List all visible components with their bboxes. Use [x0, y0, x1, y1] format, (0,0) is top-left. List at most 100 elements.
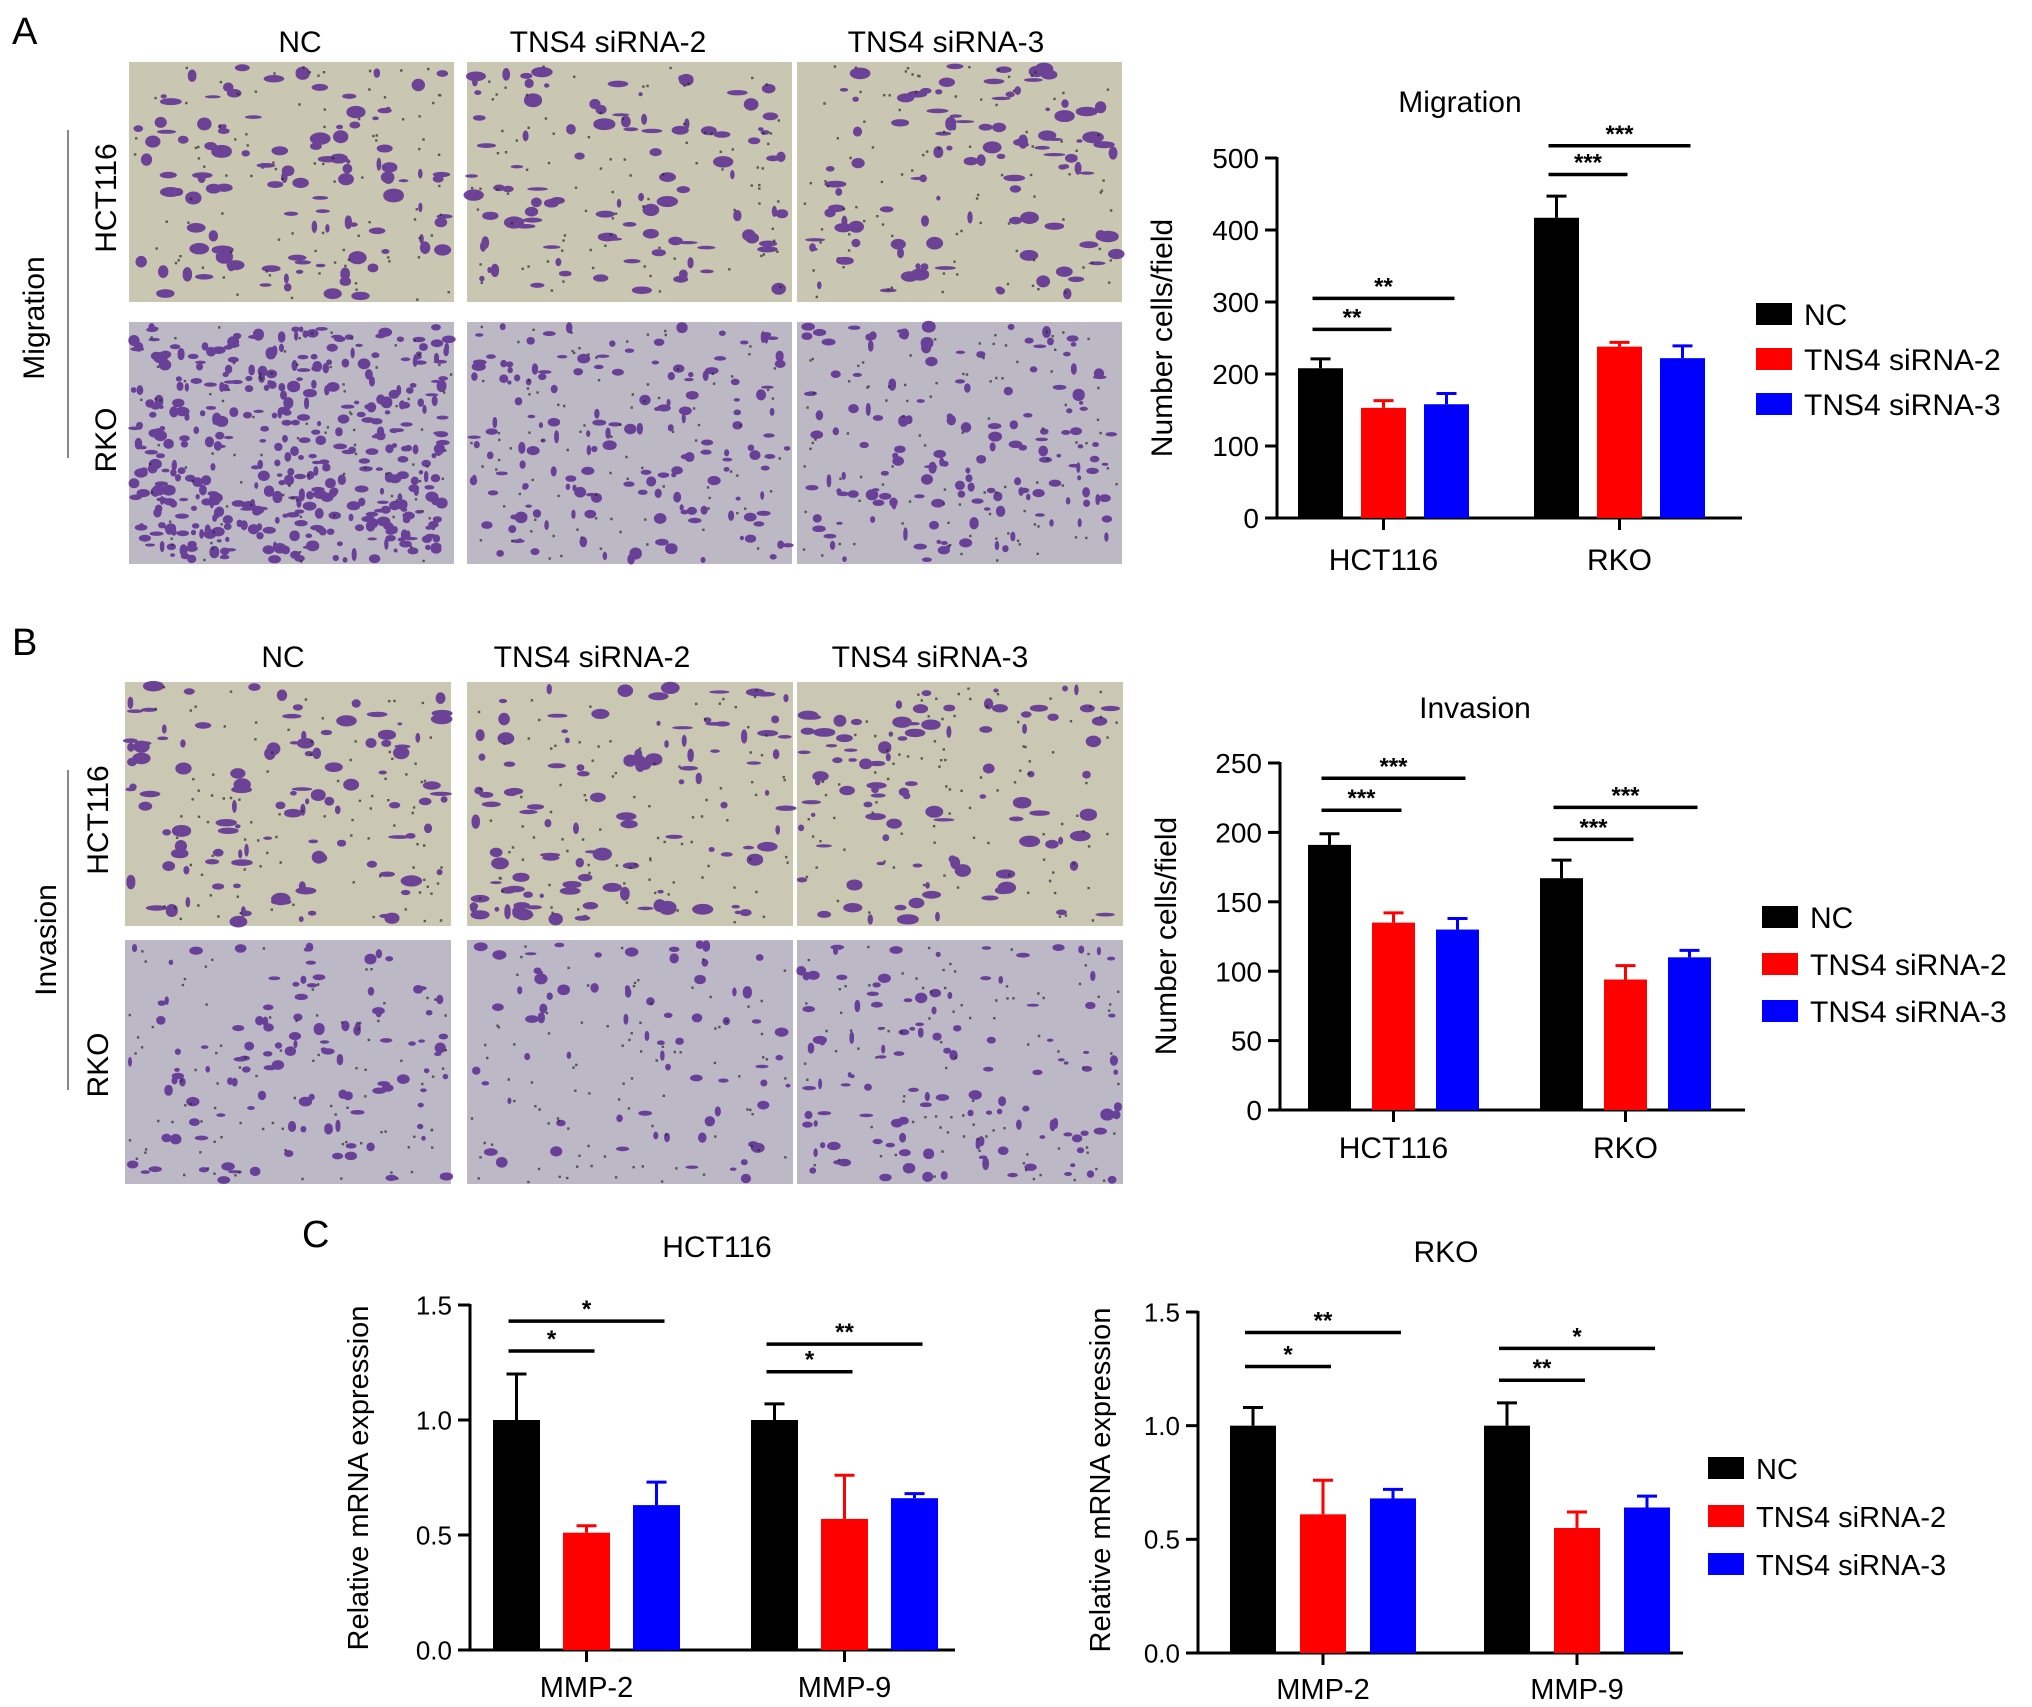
y-axis-label: Number cells/field [1146, 219, 1179, 457]
stained-cells [122, 680, 453, 928]
micrograph-row-label: RKO [90, 407, 123, 472]
y-tick-label: 150 [1215, 887, 1262, 918]
significance-label: ** [1533, 1355, 1552, 1382]
bar [1230, 1425, 1276, 1653]
bar [1436, 929, 1479, 1110]
micrograph-background [125, 682, 451, 926]
micrograph-background [797, 682, 1123, 926]
legend-label: NC [1756, 1454, 1798, 1486]
stained-cells [801, 320, 1117, 562]
micrograph-background [467, 62, 792, 302]
x-tick-label: MMP-9 [1530, 1674, 1623, 1706]
legend-label: TNS4 siRNA-3 [1756, 1550, 1946, 1582]
legend-swatch [1762, 1000, 1798, 1022]
micrograph-row-label: HCT116 [82, 765, 115, 874]
y-tick-label: 0.0 [1144, 1638, 1180, 1668]
legend-swatch [1708, 1457, 1744, 1479]
y-tick-label: 1.0 [1144, 1411, 1180, 1441]
bar [493, 1420, 540, 1650]
bar [1370, 1498, 1416, 1653]
hct116-mrna-chart: HCT116 Relative mRNA expression 0.0 0.5 1.0 1… [343, 1231, 955, 1704]
y-tick-label: 250 [1215, 748, 1262, 779]
micrograph-background [797, 322, 1122, 564]
micrograph-background [797, 62, 1122, 302]
micrograph-assay-label: Migration [18, 256, 51, 379]
micrograph-image [467, 681, 797, 926]
legend-label: TNS4 siRNA-3 [1804, 389, 2001, 422]
legend-swatch [1708, 1505, 1744, 1527]
legend-swatch [1756, 348, 1792, 370]
y-tick-label: 1.0 [416, 1405, 452, 1435]
micrograph-column-label: TNS4 siRNA-2 [494, 641, 691, 674]
y-tick-label: 200 [1215, 817, 1262, 848]
significance-label: *** [1574, 150, 1603, 177]
significance-label: *** [1347, 785, 1376, 812]
significance-label: ** [1314, 1307, 1333, 1334]
micrograph-image [796, 940, 1123, 1184]
y-tick-label: 1.5 [1144, 1297, 1180, 1327]
significance-label: *** [1611, 782, 1640, 809]
membrane-pores [140, 326, 453, 563]
bar [1660, 358, 1705, 518]
legend-swatch [1756, 393, 1792, 415]
micrograph-panel-b: NC TNS4 siRNA-2 TNS4 siRNA-3 Invasion HC… [30, 641, 1123, 1184]
chart-title: Invasion [1419, 692, 1531, 725]
micrograph-image [463, 62, 792, 302]
legend-swatch [1708, 1553, 1744, 1575]
legend-swatch [1762, 906, 1798, 928]
x-tick-label: MMP-2 [540, 1672, 633, 1704]
legend-label: NC [1804, 299, 1847, 332]
micrograph-background [129, 62, 454, 302]
bar [751, 1420, 798, 1650]
micrograph-background [125, 940, 451, 1184]
significance-label: *** [1605, 121, 1634, 148]
x-tick-label: HCT116 [1339, 1132, 1448, 1165]
membrane-pores [802, 330, 1118, 562]
micrograph-image [467, 322, 794, 565]
stained-cells [472, 940, 791, 1184]
significance-label: * [582, 1296, 592, 1323]
bar [891, 1498, 938, 1650]
significance-label: *** [1579, 814, 1608, 841]
significance-label: * [1572, 1323, 1582, 1350]
micrograph-column-label: NC [261, 641, 304, 674]
legend-label: TNS4 siRNA-2 [1804, 344, 2001, 377]
micrograph-image [129, 62, 454, 302]
micrograph-panel-a: NC TNS4 siRNA-2 TNS4 siRNA-3 Migration H… [18, 26, 1125, 565]
micrograph-column-label: TNS4 siRNA-3 [848, 26, 1045, 59]
y-tick-label: 0 [1243, 503, 1259, 534]
significance-label: ** [1343, 304, 1362, 331]
chart-title: HCT116 [662, 1231, 771, 1264]
stained-cells [796, 684, 1121, 925]
legend-label: TNS4 siRNA-2 [1756, 1502, 1946, 1534]
panel-letter-b: B [12, 622, 37, 664]
bar [1372, 922, 1415, 1110]
y-axis-label: Relative mRNA expression [1085, 1308, 1117, 1653]
y-tick-label: 0.5 [416, 1520, 452, 1550]
panel-letter-c: C [302, 1214, 329, 1256]
membrane-pores [470, 945, 787, 1184]
significance-label: * [547, 1326, 557, 1353]
x-tick-label: MMP-2 [1276, 1674, 1369, 1706]
micrograph-row-label: RKO [82, 1032, 115, 1097]
bar [1597, 346, 1642, 518]
significance-label: ** [1374, 273, 1393, 300]
micrograph-column-label: NC [278, 26, 321, 59]
stained-cells [133, 64, 453, 301]
chart-title: RKO [1413, 1236, 1478, 1269]
bar [563, 1532, 610, 1650]
bar [633, 1505, 680, 1650]
x-tick-label: RKO [1587, 544, 1652, 577]
y-tick-label: 50 [1231, 1026, 1262, 1057]
micrograph-image [125, 940, 454, 1184]
migration-chart: Migration Number cells/field 0 100 200 300 400… [1146, 86, 2001, 577]
significance-label: * [805, 1347, 815, 1374]
micrograph-background [797, 940, 1123, 1184]
invasion-chart: Invasion Number cells/field 0 50 100 150 200 25… [1150, 692, 2007, 1165]
x-tick-label: MMP-9 [798, 1672, 891, 1704]
x-tick-label: RKO [1593, 1132, 1658, 1165]
bar [1300, 1514, 1346, 1653]
micrograph-image [796, 682, 1123, 926]
y-tick-label: 0.0 [416, 1635, 452, 1665]
